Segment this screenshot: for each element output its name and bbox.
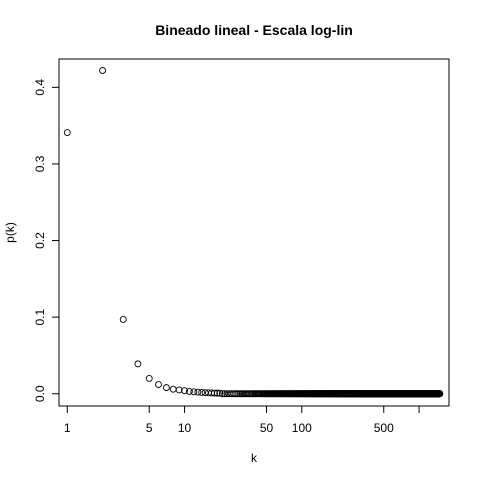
y-tick-label: 0.1 bbox=[33, 308, 47, 325]
data-point bbox=[175, 386, 183, 394]
x-axis: 1 5 10 50 100 500 bbox=[64, 405, 420, 435]
x-tick-label: 50 bbox=[260, 421, 274, 435]
chart-title: Bineado lineal - Escala log-lin bbox=[155, 22, 353, 38]
data-point bbox=[218, 390, 226, 398]
data-point bbox=[134, 360, 142, 368]
data-point bbox=[216, 389, 224, 397]
data-point bbox=[99, 67, 107, 74]
data-point bbox=[211, 389, 218, 397]
y-tick-label: 0.3 bbox=[33, 155, 47, 172]
data-point bbox=[235, 390, 243, 398]
x-tick-label: 500 bbox=[374, 421, 394, 435]
data-point bbox=[169, 385, 177, 393]
x-tick-label: 5 bbox=[146, 421, 153, 435]
x-tick-label: 1 bbox=[64, 421, 71, 435]
data-point bbox=[231, 390, 239, 398]
data-point bbox=[221, 390, 229, 398]
data-point bbox=[145, 374, 153, 382]
data-point bbox=[213, 389, 221, 397]
data-point bbox=[233, 390, 241, 398]
y-tick-label: 0.4 bbox=[33, 79, 47, 96]
data-point bbox=[194, 388, 202, 396]
x-axis-label: k bbox=[251, 451, 258, 465]
data-point bbox=[185, 388, 193, 395]
plot-frame bbox=[58, 58, 450, 407]
x-tick-label: 10 bbox=[178, 421, 192, 435]
y-tick-label: 0.0 bbox=[33, 385, 47, 402]
data-point bbox=[181, 387, 188, 395]
data-point bbox=[198, 388, 206, 396]
data-points bbox=[63, 67, 444, 398]
y-axis-label: p(k) bbox=[3, 222, 17, 243]
data-point bbox=[436, 390, 444, 398]
data-point bbox=[155, 381, 162, 388]
data-point bbox=[119, 315, 127, 323]
data-point bbox=[63, 129, 71, 136]
data-point bbox=[190, 388, 198, 396]
x-tick-label: 100 bbox=[292, 421, 312, 435]
data-point bbox=[162, 384, 170, 392]
y-axis: 0.0 0.1 0.2 0.3 0.4 bbox=[33, 79, 60, 402]
y-tick-label: 0.2 bbox=[33, 232, 47, 249]
